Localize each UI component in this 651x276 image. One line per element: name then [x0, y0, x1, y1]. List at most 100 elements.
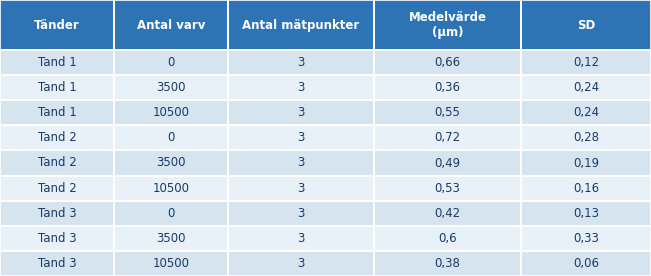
- Text: 0,49: 0,49: [434, 156, 461, 169]
- Text: 3: 3: [298, 131, 305, 144]
- Bar: [374, 201, 521, 226]
- Text: SD: SD: [577, 18, 595, 31]
- Bar: [0, 226, 114, 251]
- Text: 3500: 3500: [156, 81, 186, 94]
- Bar: [114, 100, 228, 125]
- Bar: [374, 125, 521, 150]
- Text: 0,28: 0,28: [573, 131, 599, 144]
- Bar: [374, 100, 521, 125]
- Bar: [0, 0, 114, 50]
- Text: 0,13: 0,13: [573, 207, 599, 220]
- Text: 0,24: 0,24: [573, 106, 599, 119]
- Bar: [114, 176, 228, 201]
- Text: 0,36: 0,36: [435, 81, 460, 94]
- Bar: [0, 75, 114, 100]
- Bar: [228, 50, 374, 75]
- Bar: [114, 75, 228, 100]
- Bar: [0, 100, 114, 125]
- Bar: [228, 251, 374, 276]
- Text: 10500: 10500: [152, 257, 189, 270]
- Bar: [374, 75, 521, 100]
- Text: Tand 3: Tand 3: [38, 207, 76, 220]
- Bar: [374, 0, 521, 50]
- Text: Tand 1: Tand 1: [38, 56, 76, 69]
- Bar: [521, 176, 651, 201]
- Text: 0,6: 0,6: [438, 232, 457, 245]
- Text: 0,12: 0,12: [573, 56, 599, 69]
- Text: Tand 3: Tand 3: [38, 232, 76, 245]
- Bar: [114, 125, 228, 150]
- Bar: [521, 50, 651, 75]
- Bar: [228, 150, 374, 176]
- Text: 3: 3: [298, 207, 305, 220]
- Text: 0,19: 0,19: [573, 156, 599, 169]
- Text: 0,16: 0,16: [573, 182, 599, 195]
- Bar: [114, 251, 228, 276]
- Bar: [374, 251, 521, 276]
- Text: Tänder: Tänder: [34, 18, 80, 31]
- Text: Medelvärde
(μm): Medelvärde (μm): [409, 11, 486, 39]
- Text: 0,33: 0,33: [573, 232, 599, 245]
- Text: 3: 3: [298, 106, 305, 119]
- Bar: [374, 50, 521, 75]
- Text: 0,53: 0,53: [435, 182, 460, 195]
- Text: Tand 2: Tand 2: [38, 182, 76, 195]
- Bar: [521, 125, 651, 150]
- Bar: [0, 201, 114, 226]
- Bar: [114, 0, 228, 50]
- Text: Antal mätpunkter: Antal mätpunkter: [242, 18, 360, 31]
- Text: 3: 3: [298, 232, 305, 245]
- Text: 0,42: 0,42: [434, 207, 461, 220]
- Text: Tand 1: Tand 1: [38, 106, 76, 119]
- Text: 0: 0: [167, 131, 174, 144]
- Bar: [114, 201, 228, 226]
- Text: 10500: 10500: [152, 182, 189, 195]
- Bar: [0, 125, 114, 150]
- Text: 0: 0: [167, 207, 174, 220]
- Text: 3: 3: [298, 156, 305, 169]
- Text: 0,55: 0,55: [435, 106, 460, 119]
- Bar: [0, 50, 114, 75]
- Bar: [521, 0, 651, 50]
- Bar: [228, 226, 374, 251]
- Text: 0,72: 0,72: [434, 131, 461, 144]
- Bar: [374, 226, 521, 251]
- Bar: [228, 0, 374, 50]
- Bar: [521, 75, 651, 100]
- Text: 0,38: 0,38: [435, 257, 460, 270]
- Bar: [114, 226, 228, 251]
- Bar: [521, 251, 651, 276]
- Bar: [374, 150, 521, 176]
- Text: 3500: 3500: [156, 232, 186, 245]
- Bar: [0, 251, 114, 276]
- Bar: [0, 176, 114, 201]
- Text: 3: 3: [298, 56, 305, 69]
- Text: Tand 2: Tand 2: [38, 131, 76, 144]
- Bar: [521, 100, 651, 125]
- Text: 10500: 10500: [152, 106, 189, 119]
- Text: 0,06: 0,06: [573, 257, 599, 270]
- Text: Tand 1: Tand 1: [38, 81, 76, 94]
- Bar: [114, 50, 228, 75]
- Bar: [228, 201, 374, 226]
- Text: 0,66: 0,66: [434, 56, 461, 69]
- Text: 3: 3: [298, 81, 305, 94]
- Text: 0: 0: [167, 56, 174, 69]
- Bar: [521, 201, 651, 226]
- Bar: [0, 150, 114, 176]
- Bar: [228, 125, 374, 150]
- Bar: [228, 75, 374, 100]
- Bar: [521, 226, 651, 251]
- Bar: [114, 150, 228, 176]
- Text: 3500: 3500: [156, 156, 186, 169]
- Text: Tand 2: Tand 2: [38, 156, 76, 169]
- Bar: [374, 176, 521, 201]
- Bar: [228, 100, 374, 125]
- Text: 3: 3: [298, 182, 305, 195]
- Bar: [521, 150, 651, 176]
- Bar: [228, 176, 374, 201]
- Text: Tand 3: Tand 3: [38, 257, 76, 270]
- Text: 0,24: 0,24: [573, 81, 599, 94]
- Text: 3: 3: [298, 257, 305, 270]
- Text: Antal varv: Antal varv: [137, 18, 205, 31]
